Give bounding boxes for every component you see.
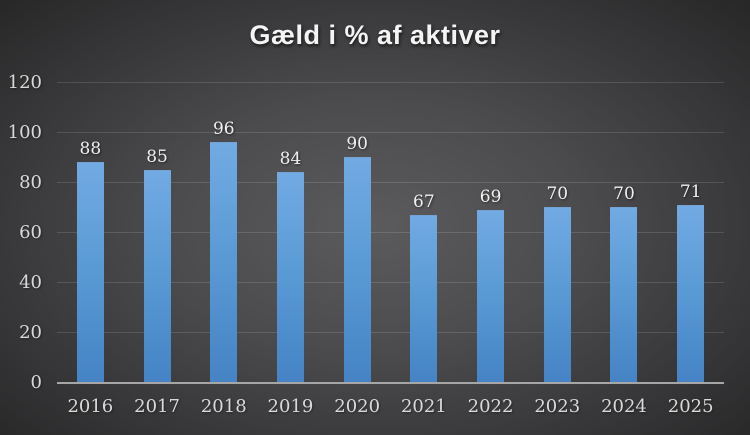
data-label: 90 <box>346 134 368 154</box>
chart-title: Gæld i % af aktiver <box>249 20 501 50</box>
bar <box>610 207 638 383</box>
y-tick-label: 120 <box>7 72 42 93</box>
y-tick-label: 100 <box>7 122 42 143</box>
bar-column: 85 <box>124 83 191 383</box>
x-tick-label: 2018 <box>200 396 247 417</box>
data-label: 84 <box>279 149 302 169</box>
data-label: 85 <box>146 146 168 167</box>
x-axis-line <box>57 382 724 384</box>
bar-column: 88 <box>57 83 124 383</box>
data-label: 88 <box>79 139 102 159</box>
bars-container: 88 85 96 84 90 67 69 70 70 71 <box>57 83 724 383</box>
data-label: 69 <box>479 186 502 207</box>
bar <box>677 204 705 383</box>
gridline <box>57 132 724 133</box>
y-tick-label: 0 <box>30 372 42 393</box>
data-label: 96 <box>212 119 235 139</box>
y-axis: 0 20 40 60 80 100 120 <box>0 74 45 392</box>
x-tick-label: 2025 <box>667 396 714 417</box>
data-label: 70 <box>613 184 635 204</box>
bar <box>343 157 371 383</box>
x-tick-label: 2016 <box>67 396 114 417</box>
bar <box>477 209 505 383</box>
y-tick-label: 20 <box>19 322 42 343</box>
bar <box>143 169 171 383</box>
data-label: 71 <box>679 181 702 202</box>
bar <box>410 214 438 383</box>
x-axis: 2016 2017 2018 2019 2020 2021 2022 2023 2024 2025 <box>57 396 724 417</box>
x-tick-label: 2021 <box>400 396 447 417</box>
bar-column: 70 <box>524 83 591 383</box>
gridline <box>57 332 724 333</box>
y-tick-label: 40 <box>19 272 42 293</box>
bar-column: 69 <box>457 83 524 383</box>
gridline <box>57 232 724 233</box>
x-tick-label: 2017 <box>134 396 180 417</box>
bar-column: 67 <box>391 83 458 383</box>
bar-column: 90 <box>324 83 391 383</box>
bar <box>543 207 571 383</box>
x-tick-label: 2023 <box>534 396 581 417</box>
bar-column: 84 <box>257 83 324 383</box>
gridline <box>57 282 724 283</box>
y-tick-label: 60 <box>19 222 42 243</box>
bar <box>276 172 304 383</box>
gridline <box>57 182 724 183</box>
bar-column: 70 <box>591 83 658 383</box>
bar-column: 71 <box>657 83 724 383</box>
data-label: 67 <box>413 191 435 212</box>
x-tick-label: 2024 <box>601 396 647 417</box>
bar <box>76 162 104 383</box>
x-tick-label: 2020 <box>334 396 381 417</box>
plot-area: 88 85 96 84 90 67 69 70 70 71 <box>57 82 724 384</box>
gridline <box>57 82 724 83</box>
data-label: 70 <box>546 184 569 204</box>
x-tick-label: 2019 <box>267 396 314 417</box>
bar <box>210 142 238 383</box>
bar-column: 96 <box>190 83 257 383</box>
x-tick-label: 2022 <box>467 396 514 417</box>
y-tick-label: 80 <box>19 172 42 193</box>
